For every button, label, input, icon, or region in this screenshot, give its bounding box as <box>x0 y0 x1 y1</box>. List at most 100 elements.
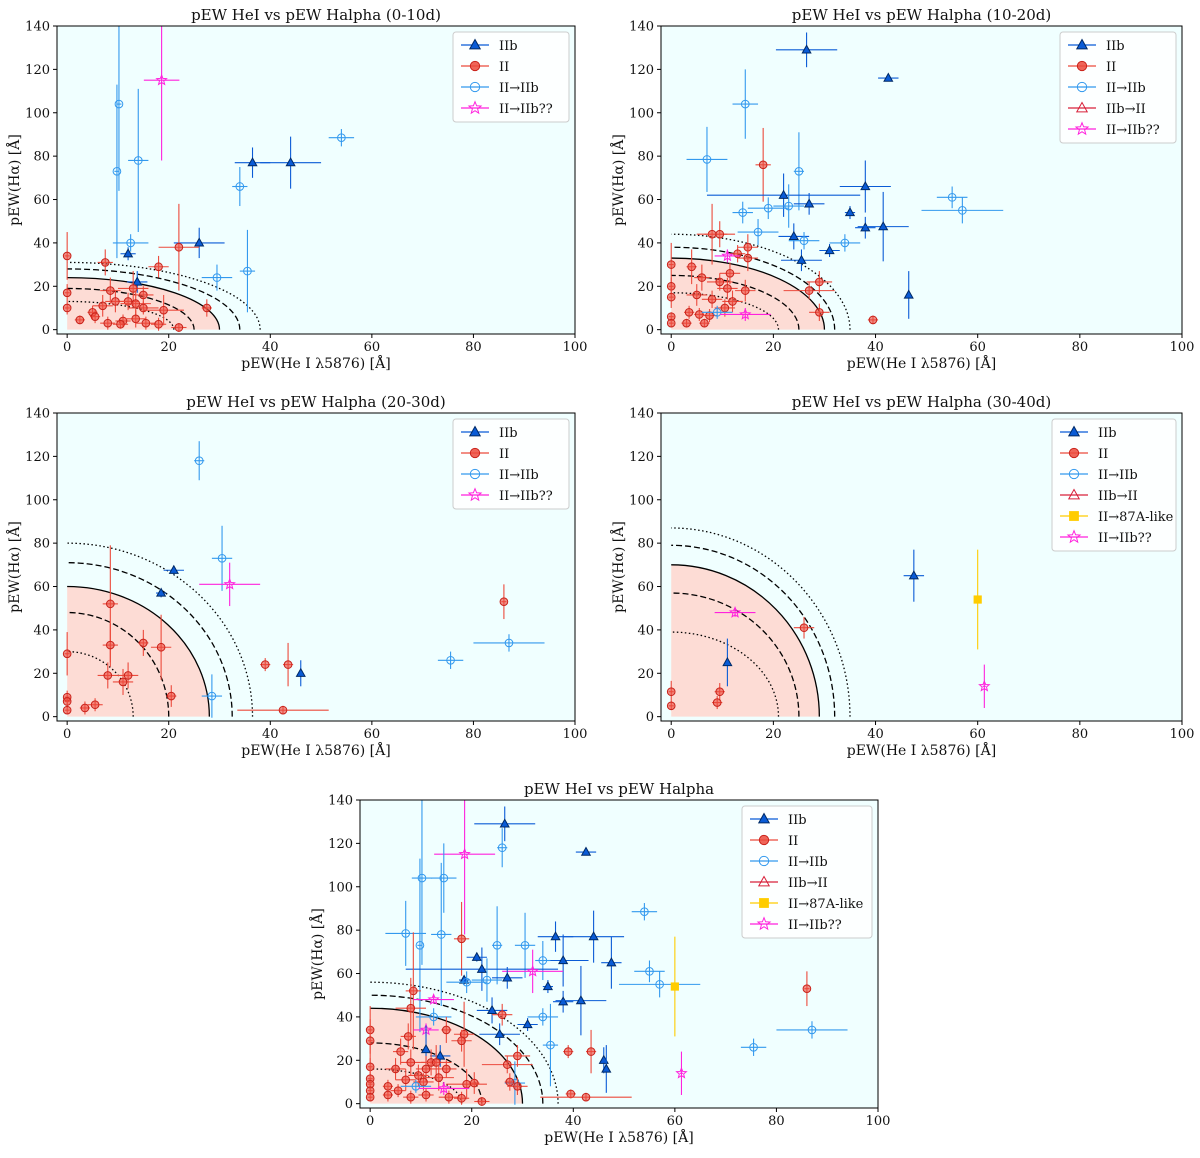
x-axis-label: pEW(He I λ5876) [Å] <box>847 741 996 759</box>
marker-IIb_II <box>757 875 771 887</box>
data-point-II_IIb <box>535 940 551 981</box>
marker-II <box>505 1077 515 1087</box>
data-point-II <box>158 203 200 291</box>
y-tick-label: 100 <box>629 106 654 121</box>
chart-panel-4: 0 20 40 60 80 100 0 20 40 60 80 100 120 140 pEW HeI vs… <box>609 393 1194 759</box>
data-point-II <box>97 662 118 689</box>
data-point-II_IIb_q <box>418 1081 470 1095</box>
data-point-II <box>694 307 705 321</box>
marker-II <box>868 315 878 325</box>
x-tick-label: 100 <box>563 340 588 355</box>
data-point-II_IIb <box>732 69 759 139</box>
marker-II <box>154 319 163 329</box>
data-point-II <box>453 901 470 976</box>
marker-II_IIb <box>207 691 217 701</box>
data-point-II_IIb <box>631 903 658 921</box>
data-point-II <box>395 977 427 1039</box>
marker-II_IIb <box>712 307 722 317</box>
marker-II <box>712 698 722 707</box>
data-point-II <box>446 1068 487 1100</box>
y-tick-label: 140 <box>25 20 50 35</box>
data-point-II_IIb <box>112 84 122 259</box>
data-point-II <box>666 286 676 308</box>
legend-item-II: II <box>461 60 509 75</box>
data-point-II <box>712 696 723 710</box>
marker-II_IIb <box>1076 81 1088 93</box>
data-point-II_IIb <box>411 800 433 965</box>
marker-II_IIb_q <box>427 993 440 1005</box>
marker-IIb <box>295 667 306 677</box>
marker-II_IIb_q <box>223 577 236 590</box>
marker-II_IIb <box>235 182 245 191</box>
data-point-II_IIb <box>788 232 820 250</box>
legend-item-II_87A: II→87A-like <box>1060 510 1174 525</box>
marker-II <box>743 253 753 263</box>
data-point-IIb <box>601 936 622 989</box>
data-point-II <box>706 273 733 291</box>
data-point-II_IIb <box>492 906 503 985</box>
marker-II_IIb_q <box>739 307 752 320</box>
data-point-IIb <box>601 1045 612 1093</box>
marker-II <box>740 286 750 295</box>
data-point-II_IIb <box>473 634 545 652</box>
x-tick-label: 100 <box>1170 727 1195 742</box>
data-point-II <box>390 1084 406 1098</box>
contour-dotted <box>671 292 780 330</box>
marker-II <box>815 277 824 287</box>
marker-II <box>457 1093 466 1103</box>
marker-II <box>98 301 108 311</box>
marker-II_IIb_q <box>155 73 168 86</box>
marker-II_IIb <box>469 81 481 93</box>
marker-II <box>563 1047 573 1056</box>
legend-item-IIb: IIb <box>750 812 807 828</box>
marker-II <box>799 623 809 633</box>
data-point-IIb <box>479 1023 520 1046</box>
data-point-II <box>260 658 271 672</box>
data-point-II_IIb <box>194 441 205 481</box>
data-point-IIb <box>260 136 322 189</box>
y-tick-label: 60 <box>637 580 654 595</box>
data-point-II <box>451 1029 472 1052</box>
marker-IIb <box>194 237 205 247</box>
data-point-II_IIb <box>527 1008 559 1026</box>
legend-item-II_IIb: II→IIb <box>1060 468 1138 483</box>
x-tick-label: 60 <box>969 340 986 355</box>
y-tick-label: 120 <box>25 63 50 78</box>
x-tick-label: 20 <box>765 727 782 742</box>
data-point-II <box>714 299 736 317</box>
marker-IIb <box>580 846 592 856</box>
marker-II <box>692 290 702 300</box>
data-point-IIb <box>781 249 822 272</box>
data-point-II <box>400 1049 421 1076</box>
data-point-IIb <box>295 660 306 687</box>
data-point-IIb <box>903 271 914 319</box>
legend-item-II_IIb_q: II→IIb?? <box>461 487 553 504</box>
marker-II <box>666 701 676 711</box>
marker-II_87A <box>1069 511 1079 521</box>
y-axis-label: pEW(Hα) [Å] <box>609 134 627 226</box>
marker-II_IIb_q <box>721 249 734 262</box>
marker-II <box>62 303 72 313</box>
marker-IIb <box>468 425 482 437</box>
legend-box <box>452 31 570 123</box>
legend-label: II→IIb <box>1098 468 1138 483</box>
contour-solid <box>67 585 211 717</box>
marker-II <box>403 1032 413 1041</box>
data-point-II <box>365 1019 375 1063</box>
marker-II <box>62 288 72 298</box>
y-tick-label: 100 <box>25 493 50 508</box>
marker-IIb <box>903 289 914 299</box>
marker-II_IIb <box>538 1012 548 1022</box>
marker-II_IIb <box>446 655 455 665</box>
marker-II <box>707 294 717 304</box>
data-point-II <box>62 632 72 676</box>
x-tick-label: 80 <box>768 1114 785 1129</box>
data-point-II <box>150 614 172 680</box>
y-tick-label: 0 <box>646 323 654 338</box>
data-point-II <box>783 281 835 300</box>
data-point-II <box>701 290 723 308</box>
marker-II <box>131 314 141 324</box>
legend-label: IIb <box>499 426 518 441</box>
data-point-II_IIb <box>497 828 508 868</box>
marker-II <box>156 642 166 652</box>
